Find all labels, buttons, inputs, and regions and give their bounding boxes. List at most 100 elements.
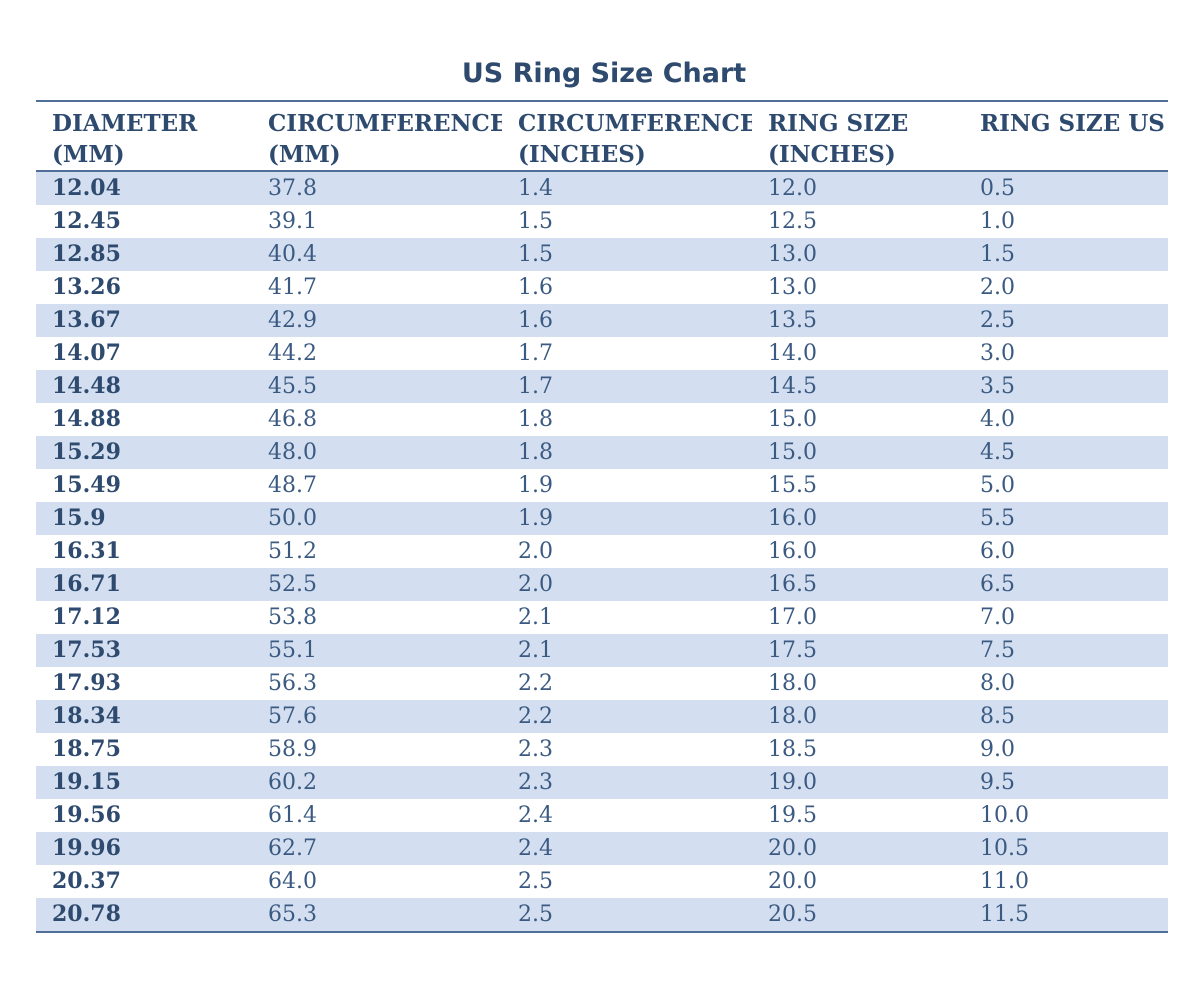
- table-row: 17.93 56.3 2.2 18.0 8.0: [36, 667, 1168, 700]
- table-cell: 11.5: [964, 898, 1168, 933]
- table-cell: 48.7: [268, 473, 317, 498]
- column-header: CIRCUMFERENCE (MM): [252, 102, 502, 172]
- table-cell: 64.0: [268, 869, 317, 894]
- table-cell: 14.0: [768, 341, 817, 366]
- table-row: 19.15 60.2 2.3 19.0 9.5: [36, 766, 1168, 799]
- ring-size-table-container: DIAMETER (MM) CIRCUMFERENCE (MM) CIRCUMFEREN…: [36, 100, 1168, 933]
- table-cell: 39.1: [268, 209, 317, 234]
- table-cell: 12.0: [752, 171, 964, 205]
- table-cell: 1.6: [518, 275, 553, 300]
- table-cell: 15.29: [36, 436, 252, 469]
- table-cell: 19.96: [36, 832, 252, 865]
- table-cell: 17.0: [768, 605, 817, 630]
- table-cell: 6.0: [980, 539, 1015, 564]
- table-cell: 18.5: [768, 737, 817, 762]
- table-cell: 1.7: [518, 341, 553, 366]
- table-cell: 1.5: [518, 209, 553, 234]
- table-cell: 2.2: [518, 671, 553, 696]
- column-header: CIRCUMFERENCE (INCHES): [502, 102, 752, 172]
- table-row: 20.37 64.0 2.5 20.0 11.0: [36, 865, 1168, 898]
- table-header: DIAMETER (MM) CIRCUMFERENCE (MM) CIRCUMFEREN…: [36, 102, 1168, 172]
- table-row: 19.56 61.4 2.4 19.5 10.0: [36, 799, 1168, 832]
- table-row: 16.31 51.2 2.0 16.0 6.0: [36, 535, 1168, 568]
- table-cell: 56.3: [268, 671, 317, 696]
- table-cell: 2.3: [502, 766, 752, 799]
- table-cell: 16.5: [752, 568, 964, 601]
- table-cell: 1.8: [502, 436, 752, 469]
- table-cell: 48.0: [252, 436, 502, 469]
- table-cell: 2.5: [518, 869, 553, 894]
- table-cell: 2.0: [980, 275, 1015, 300]
- table-cell: 12.04: [36, 171, 252, 205]
- table-cell: 8.0: [980, 671, 1015, 696]
- table-cell: 15.5: [768, 473, 817, 498]
- table-cell: 15.0: [768, 407, 817, 432]
- table-cell: 19.56: [52, 802, 121, 828]
- table-cell: 7.0: [980, 605, 1015, 630]
- table-cell: 40.4: [252, 238, 502, 271]
- column-header: DIAMETER (MM): [36, 102, 252, 172]
- table-cell: 52.5: [252, 568, 502, 601]
- table-body: 12.04 37.8 1.4 12.0 0.5 12.45 39.1 1.5 12.5 1.0 12…: [36, 171, 1168, 933]
- table-cell: 7.5: [964, 634, 1168, 667]
- table-cell: 51.2: [268, 539, 317, 564]
- table-cell: 2.4: [502, 832, 752, 865]
- table-cell: 13.0: [768, 275, 817, 300]
- table-cell: 2.2: [502, 700, 752, 733]
- table-row: 12.45 39.1 1.5 12.5 1.0: [36, 205, 1168, 238]
- table-cell: 45.5: [252, 370, 502, 403]
- table-cell: 12.45: [52, 208, 121, 234]
- table-cell: 1.8: [518, 407, 553, 432]
- table-cell: 16.31: [52, 538, 121, 564]
- table-cell: 20.0: [752, 832, 964, 865]
- ring-size-table: DIAMETER (MM) CIRCUMFERENCE (MM) CIRCUMFEREN…: [36, 102, 1168, 933]
- table-row: 15.49 48.7 1.9 15.5 5.0: [36, 469, 1168, 502]
- table-cell: 9.5: [964, 766, 1168, 799]
- table-row: 14.07 44.2 1.7 14.0 3.0: [36, 337, 1168, 370]
- table-cell: 19.0: [752, 766, 964, 799]
- table-cell: 14.5: [752, 370, 964, 403]
- table-cell: 12.85: [36, 238, 252, 271]
- table-cell: 1.9: [502, 502, 752, 535]
- table-cell: 62.7: [252, 832, 502, 865]
- column-header: RING SIZE (INCHES): [752, 102, 964, 172]
- table-cell: 3.0: [980, 341, 1015, 366]
- table-cell: 50.0: [252, 502, 502, 535]
- table-cell: 2.3: [518, 737, 553, 762]
- table-row: 16.71 52.5 2.0 16.5 6.5: [36, 568, 1168, 601]
- column-header: RING SIZE US: [964, 102, 1168, 172]
- table-cell: 2.0: [502, 568, 752, 601]
- table-cell: 61.4: [268, 803, 317, 828]
- table-cell: 14.88: [52, 406, 121, 432]
- table-cell: 15.49: [52, 472, 121, 498]
- table-cell: 10.5: [964, 832, 1168, 865]
- table-cell: 19.5: [768, 803, 817, 828]
- table-cell: 2.1: [518, 605, 553, 630]
- table-cell: 10.0: [980, 803, 1029, 828]
- table-cell: 17.93: [52, 670, 121, 696]
- table-cell: 14.48: [36, 370, 252, 403]
- table-row: 20.78 65.3 2.5 20.5 11.5: [36, 898, 1168, 933]
- table-cell: 1.4: [502, 171, 752, 205]
- table-cell: 14.07: [52, 340, 121, 366]
- table-cell: 20.5: [752, 898, 964, 933]
- table-row: 12.04 37.8 1.4 12.0 0.5: [36, 171, 1168, 205]
- table-cell: 58.9: [268, 737, 317, 762]
- table-cell: 57.6: [252, 700, 502, 733]
- table-row: 14.48 45.5 1.7 14.5 3.5: [36, 370, 1168, 403]
- table-cell: 16.0: [768, 539, 817, 564]
- table-cell: 5.5: [964, 502, 1168, 535]
- table-cell: 12.5: [768, 209, 817, 234]
- table-cell: 4.0: [980, 407, 1015, 432]
- table-row: 15.29 48.0 1.8 15.0 4.5: [36, 436, 1168, 469]
- table-cell: 1.5: [964, 238, 1168, 271]
- table-cell: 20.0: [768, 869, 817, 894]
- table-cell: 11.0: [980, 869, 1029, 894]
- table-row: 15.9 50.0 1.9 16.0 5.5: [36, 502, 1168, 535]
- table-cell: 2.5: [502, 898, 752, 933]
- table-row: 13.26 41.7 1.6 13.0 2.0: [36, 271, 1168, 304]
- table-row: 18.34 57.6 2.2 18.0 8.5: [36, 700, 1168, 733]
- table-cell: 37.8: [252, 171, 502, 205]
- table-cell: 9.0: [980, 737, 1015, 762]
